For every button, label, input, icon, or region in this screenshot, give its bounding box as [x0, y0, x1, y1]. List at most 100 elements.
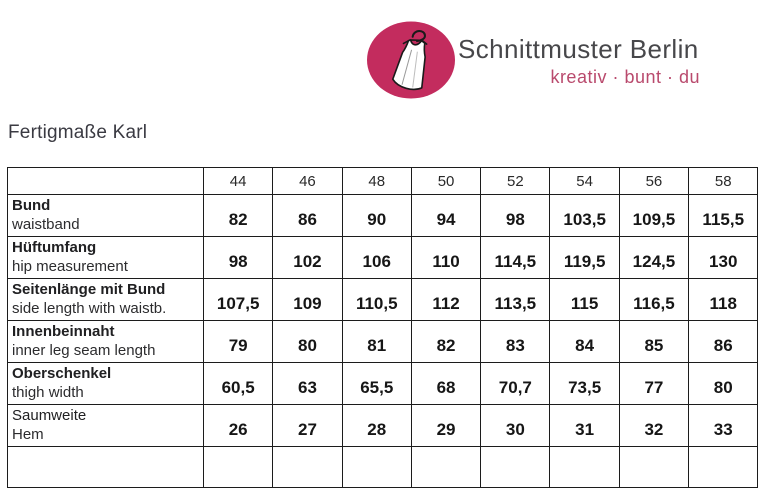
- measure-value-cell: 114,5: [480, 236, 551, 279]
- brand-logo: [366, 20, 456, 100]
- brand-name: Schnittmuster Berlin: [458, 34, 699, 64]
- measure-label-cell: Hüftumfang hip measurement: [7, 236, 204, 279]
- measure-value-cell: 60,5: [202, 362, 274, 405]
- dress-on-hanger-icon: [367, 21, 455, 99]
- measure-value-cell: 84: [549, 320, 620, 363]
- measure-label-de: Saumweite: [12, 407, 87, 424]
- measure-value-cell: [272, 446, 343, 488]
- measure-label-cell: Innenbeinnaht inner leg seam length: [7, 320, 204, 363]
- measure-label-cell: [7, 446, 204, 488]
- measure-value-cell: 119,5: [549, 236, 620, 279]
- measure-value-cell: 85: [618, 320, 690, 363]
- measure-value-cell: 28: [341, 404, 412, 447]
- measure-value-cell: 106: [341, 236, 412, 279]
- measure-value-cell: [549, 446, 620, 488]
- measure-value-cell: 116,5: [618, 278, 690, 321]
- size-header-cell: 58: [688, 167, 759, 195]
- measure-value-cell: 118: [688, 278, 759, 321]
- measure-value-cell: [410, 446, 482, 488]
- measure-value-cell: 80: [688, 362, 759, 405]
- measure-value-cell: 130: [688, 236, 759, 279]
- measure-value-cell: 30: [480, 404, 551, 447]
- measure-value-cell: 86: [688, 320, 759, 363]
- measure-label-cell: Saumweite Hem: [7, 404, 204, 447]
- measure-value-cell: 82: [410, 320, 482, 363]
- table-row: Saumweite Hem 26 27 28 29 30 31 32 33: [7, 404, 759, 447]
- measure-value-cell: 79: [202, 320, 274, 363]
- measure-label-cell: Bund waistband: [7, 194, 204, 237]
- table-row: Innenbeinnaht inner leg seam length 79 80 81…: [7, 320, 759, 363]
- measure-label-cell: Seitenlänge mit Bund side length with wai…: [7, 278, 204, 321]
- measure-label-de: Seitenlänge mit Bund: [12, 281, 166, 298]
- measure-label-en: inner leg seam length: [12, 342, 156, 359]
- measure-value-cell: 90: [341, 194, 412, 237]
- size-header-cell: 46: [272, 167, 343, 195]
- measure-label-cell: Oberschenkel thigh width: [7, 362, 204, 405]
- table-row: [7, 446, 759, 488]
- measure-label-en: side length with waistb.: [12, 300, 167, 317]
- measure-value-cell: [688, 446, 759, 488]
- measure-value-cell: [618, 446, 690, 488]
- size-header-cell: 44: [202, 167, 274, 195]
- size-header-cell: 48: [341, 167, 412, 195]
- size-table: 44 46 48 50 52 54 56 58 Bund waistband 82 86 90 94 98…: [7, 167, 759, 488]
- measure-value-cell: 113,5: [480, 278, 551, 321]
- measure-label-en: waistband: [12, 216, 80, 233]
- measure-value-cell: 26: [202, 404, 274, 447]
- measure-value-cell: 94: [410, 194, 482, 237]
- measure-value-cell: 63: [272, 362, 343, 405]
- measure-value-cell: 31: [549, 404, 620, 447]
- measure-value-cell: 29: [410, 404, 482, 447]
- measure-value-cell: 65,5: [341, 362, 412, 405]
- measure-value-cell: [480, 446, 551, 488]
- measure-label-en: Hem: [12, 426, 44, 443]
- size-header-cell: 52: [480, 167, 551, 195]
- measure-value-cell: [341, 446, 412, 488]
- size-header-cell: 54: [549, 167, 620, 195]
- measure-value-cell: 124,5: [618, 236, 690, 279]
- measure-label-de: Oberschenkel: [12, 365, 112, 382]
- measure-value-cell: 107,5: [202, 278, 274, 321]
- measure-value-cell: 32: [618, 404, 690, 447]
- measure-value-cell: 86: [272, 194, 343, 237]
- size-header-cell: 50: [410, 167, 482, 195]
- measure-value-cell: 98: [480, 194, 551, 237]
- size-header-cell: 56: [618, 167, 690, 195]
- brand-header: Schnittmuster Berlin kreativ · bunt · du: [0, 0, 767, 108]
- measure-value-cell: 70,7: [480, 362, 551, 405]
- measure-value-cell: 68: [410, 362, 482, 405]
- measure-value-cell: 112: [410, 278, 482, 321]
- page-title: Fertigmaße Karl: [8, 122, 148, 143]
- table-row: Seitenlänge mit Bund side length with wai…: [7, 278, 759, 321]
- measure-value-cell: 103,5: [549, 194, 620, 237]
- measure-label-de: Bund: [12, 197, 51, 214]
- table-row: Hüftumfang hip measurement 98 102 106 110 114,…: [7, 236, 759, 279]
- size-header-row: 44 46 48 50 52 54 56 58: [7, 167, 759, 195]
- measure-label-en: thigh width: [12, 384, 84, 401]
- measure-value-cell: 80: [272, 320, 343, 363]
- measure-value-cell: 115: [549, 278, 620, 321]
- measure-value-cell: 82: [202, 194, 274, 237]
- table-row: Bund waistband 82 86 90 94 98 103,5 109,5 115,5: [7, 194, 759, 237]
- measure-label-de: Innenbeinnaht: [12, 323, 115, 340]
- table-row: Oberschenkel thigh width 60,5 63 65,5 68 70,7 7…: [7, 362, 759, 405]
- measure-value-cell: 27: [272, 404, 343, 447]
- measure-value-cell: 110: [410, 236, 482, 279]
- measure-value-cell: 83: [480, 320, 551, 363]
- measure-value-cell: [202, 446, 274, 488]
- measure-value-cell: 110,5: [341, 278, 412, 321]
- corner-cell: [7, 167, 204, 195]
- measure-value-cell: 81: [341, 320, 412, 363]
- measure-value-cell: 102: [272, 236, 343, 279]
- measure-value-cell: 109,5: [618, 194, 690, 237]
- measure-value-cell: 115,5: [688, 194, 759, 237]
- measure-label-en: hip measurement: [12, 258, 128, 275]
- measure-label-de: Hüftumfang: [12, 239, 97, 256]
- brand-tagline: kreativ · bunt · du: [550, 67, 700, 87]
- measure-value-cell: 73,5: [549, 362, 620, 405]
- measure-value-cell: 33: [688, 404, 759, 447]
- measure-value-cell: 98: [202, 236, 274, 279]
- measure-value-cell: 109: [272, 278, 343, 321]
- measure-value-cell: 77: [618, 362, 690, 405]
